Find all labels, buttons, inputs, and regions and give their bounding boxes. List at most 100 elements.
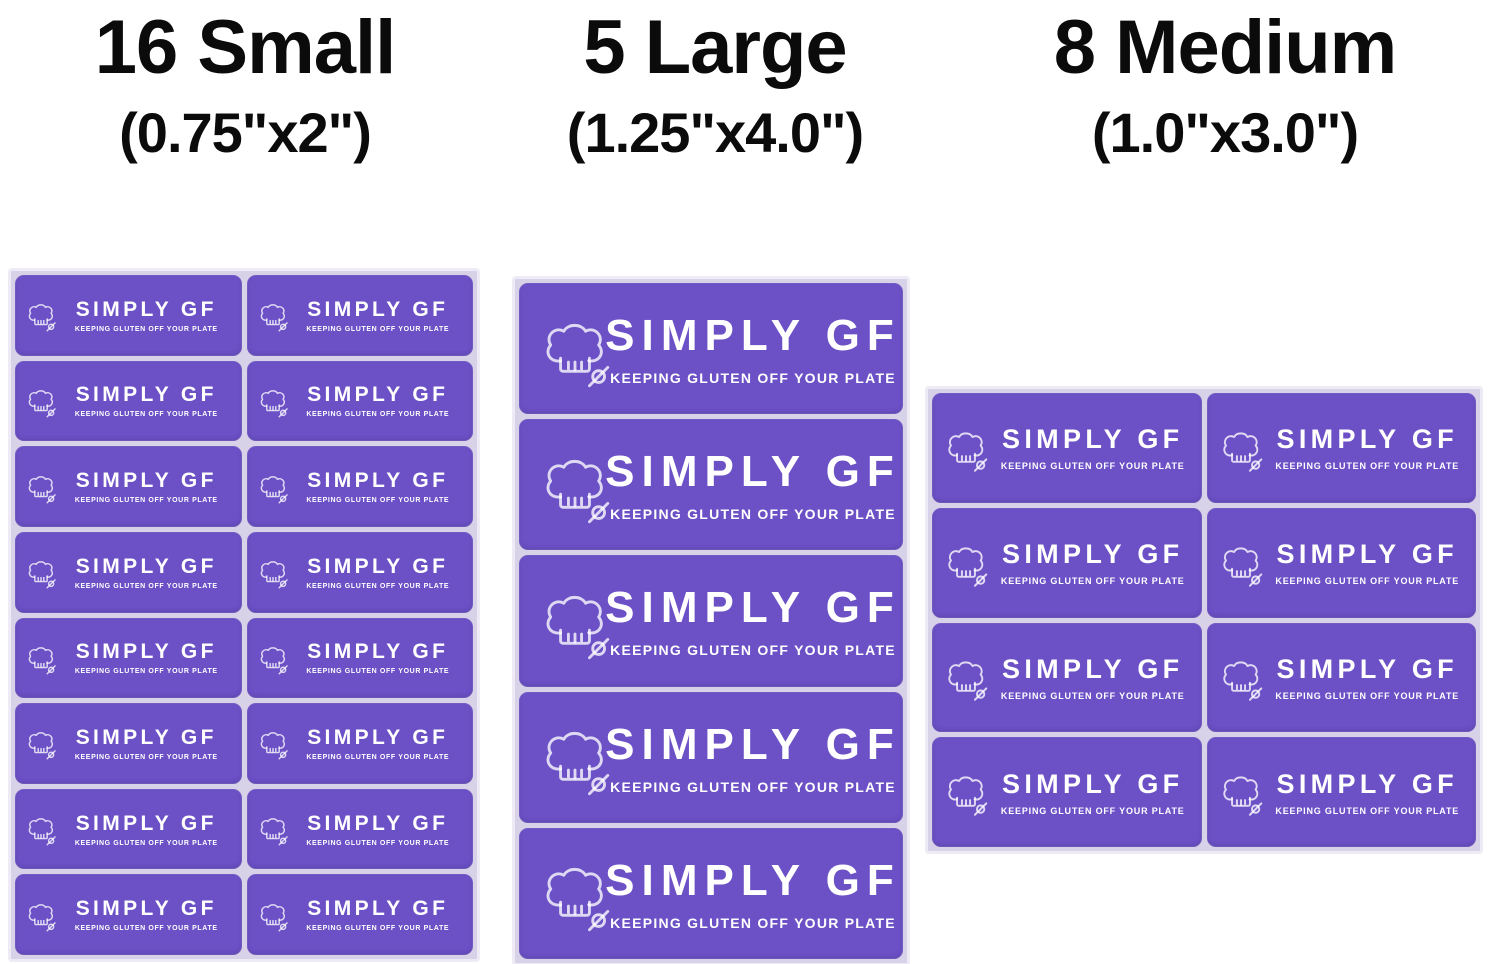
chef-hat-icon — [255, 897, 291, 933]
header-medium-count: 8 Medium (1.0"x3.0") — [980, 10, 1470, 165]
sheet-large: SIMPLY GF KEEPING GLUTEN OFF YOUR PLATE SI… — [512, 276, 910, 964]
sticker-text: SIMPLY GF KEEPING GLUTEN OFF YOUR PLATE — [992, 424, 1194, 471]
sticker-text: SIMPLY GF KEEPING GLUTEN OFF YOUR PLATE — [291, 298, 466, 333]
brand-text: SIMPLY GF — [307, 554, 449, 578]
chef-hat-icon — [255, 640, 291, 676]
header-large-count: 5 Large (1.25"x4.0") — [490, 10, 940, 165]
sticker-label-large: SIMPLY GF KEEPING GLUTEN OFF YOUR PLATE — [519, 691, 903, 823]
sticker-text: SIMPLY GF KEEPING GLUTEN OFF YOUR PLATE — [1267, 654, 1469, 701]
brand-text: SIMPLY GF — [1002, 768, 1184, 799]
brand-text: SIMPLY GF — [605, 447, 901, 497]
tagline-text: KEEPING GLUTEN OFF YOUR PLATE — [610, 914, 896, 931]
tagline-text: KEEPING GLUTEN OFF YOUR PLATE — [610, 370, 896, 387]
sticker-text: SIMPLY GF KEEPING GLUTEN OFF YOUR PLATE — [291, 640, 466, 675]
brand-text: SIMPLY GF — [75, 725, 217, 749]
sticker-text: SIMPLY GF KEEPING GLUTEN OFF YOUR PLATE — [59, 383, 234, 418]
large-count-title: 5 Large — [583, 5, 847, 90]
chef-hat-icon — [255, 725, 291, 761]
sticker-label-small: SIMPLY GF KEEPING GLUTEN OFF YOUR PLATE — [246, 874, 473, 955]
sticker-label-small: SIMPLY GF KEEPING GLUTEN OFF YOUR PLATE — [246, 531, 473, 613]
tagline-text: KEEPING GLUTEN OFF YOUR PLATE — [306, 325, 450, 333]
sticker-label-small: SIMPLY GF KEEPING GLUTEN OFF YOUR PLATE — [15, 617, 242, 699]
sticker-label-medium: SIMPLY GF KEEPING GLUTEN OFF YOUR PLATE — [1206, 737, 1476, 847]
brand-text: SIMPLY GF — [1276, 768, 1458, 799]
tagline-text: KEEPING GLUTEN OFF YOUR PLATE — [306, 753, 450, 761]
sticker-text: SIMPLY GF KEEPING GLUTEN OFF YOUR PLATE — [291, 469, 466, 504]
brand-text: SIMPLY GF — [307, 297, 449, 321]
tagline-text: KEEPING GLUTEN OFF YOUR PLATE — [306, 582, 450, 590]
chef-hat-icon — [940, 651, 992, 703]
tagline-text: KEEPING GLUTEN OFF YOUR PLATE — [74, 325, 218, 333]
sticker-text: SIMPLY GF KEEPING GLUTEN OFF YOUR PLATE — [605, 447, 894, 522]
chef-hat-icon — [1215, 651, 1267, 703]
chef-hat-icon — [1215, 766, 1267, 818]
sticker-text: SIMPLY GF KEEPING GLUTEN OFF YOUR PLATE — [1267, 424, 1469, 471]
tagline-text: KEEPING GLUTEN OFF YOUR PLATE — [1275, 805, 1460, 816]
tagline-text: KEEPING GLUTEN OFF YOUR PLATE — [74, 582, 218, 590]
sticker-label-large: SIMPLY GF KEEPING GLUTEN OFF YOUR PLATE — [519, 555, 903, 687]
chef-hat-icon — [1215, 537, 1267, 589]
sticker-label-small: SIMPLY GF KEEPING GLUTEN OFF YOUR PLATE — [15, 360, 242, 442]
sticker-text: SIMPLY GF KEEPING GLUTEN OFF YOUR PLATE — [291, 726, 466, 761]
sticker-label-small: SIMPLY GF KEEPING GLUTEN OFF YOUR PLATE — [15, 531, 242, 613]
sticker-text: SIMPLY GF KEEPING GLUTEN OFF YOUR PLATE — [605, 583, 894, 658]
sticker-text: SIMPLY GF KEEPING GLUTEN OFF YOUR PLATE — [59, 298, 234, 333]
chef-hat-icon — [940, 766, 992, 818]
sticker-text: SIMPLY GF KEEPING GLUTEN OFF YOUR PLATE — [605, 311, 894, 386]
sticker-label-medium: SIMPLY GF KEEPING GLUTEN OFF YOUR PLATE — [932, 507, 1202, 618]
sticker-text: SIMPLY GF KEEPING GLUTEN OFF YOUR PLATE — [992, 769, 1194, 816]
sticker-label-medium: SIMPLY GF KEEPING GLUTEN OFF YOUR PLATE — [1206, 393, 1476, 503]
brand-text: SIMPLY GF — [1276, 653, 1458, 684]
sticker-label-medium: SIMPLY GF KEEPING GLUTEN OFF YOUR PLATE — [932, 622, 1202, 733]
tagline-text: KEEPING GLUTEN OFF YOUR PLATE — [610, 778, 896, 795]
brand-text: SIMPLY GF — [307, 469, 449, 493]
sticker-label-medium: SIMPLY GF KEEPING GLUTEN OFF YOUR PLATE — [932, 737, 1202, 847]
brand-text: SIMPLY GF — [605, 311, 901, 361]
chef-hat-icon — [255, 811, 291, 847]
sticker-label-small: SIMPLY GF KEEPING GLUTEN OFF YOUR PLATE — [246, 617, 473, 699]
small-count-title: 16 Small — [94, 5, 396, 90]
tagline-text: KEEPING GLUTEN OFF YOUR PLATE — [74, 753, 218, 761]
chef-hat-icon — [533, 307, 617, 391]
brand-text: SIMPLY GF — [1276, 424, 1458, 455]
tagline-text: KEEPING GLUTEN OFF YOUR PLATE — [1275, 690, 1460, 701]
sticker-text: SIMPLY GF KEEPING GLUTEN OFF YOUR PLATE — [59, 640, 234, 675]
sticker-label-small: SIMPLY GF KEEPING GLUTEN OFF YOUR PLATE — [246, 360, 473, 442]
chef-hat-icon — [23, 383, 59, 419]
tagline-text: KEEPING GLUTEN OFF YOUR PLATE — [610, 506, 896, 523]
sticker-label-small: SIMPLY GF KEEPING GLUTEN OFF YOUR PLATE — [15, 788, 242, 870]
tagline-text: KEEPING GLUTEN OFF YOUR PLATE — [1275, 461, 1460, 472]
chef-hat-icon — [23, 640, 59, 676]
sheet-small: SIMPLY GF KEEPING GLUTEN OFF YOUR PLATE SI… — [8, 268, 480, 962]
sticker-label-small: SIMPLY GF KEEPING GLUTEN OFF YOUR PLATE — [246, 703, 473, 784]
sticker-label-small: SIMPLY GF KEEPING GLUTEN OFF YOUR PLATE — [15, 275, 242, 356]
sticker-label-large: SIMPLY GF KEEPING GLUTEN OFF YOUR PLATE — [519, 827, 903, 959]
brand-text: SIMPLY GF — [307, 383, 449, 407]
sticker-label-large: SIMPLY GF KEEPING GLUTEN OFF YOUR PLATE — [519, 283, 903, 415]
tagline-text: KEEPING GLUTEN OFF YOUR PLATE — [306, 839, 450, 847]
brand-text: SIMPLY GF — [75, 297, 217, 321]
sticker-label-small: SIMPLY GF KEEPING GLUTEN OFF YOUR PLATE — [15, 703, 242, 784]
chef-hat-icon — [255, 554, 291, 590]
sticker-label-medium: SIMPLY GF KEEPING GLUTEN OFF YOUR PLATE — [1206, 507, 1476, 618]
sticker-text: SIMPLY GF KEEPING GLUTEN OFF YOUR PLATE — [1267, 539, 1469, 586]
chef-hat-icon — [1215, 422, 1267, 474]
sticker-text: SIMPLY GF KEEPING GLUTEN OFF YOUR PLATE — [59, 469, 234, 504]
tagline-text: KEEPING GLUTEN OFF YOUR PLATE — [74, 668, 218, 676]
sticker-text: SIMPLY GF KEEPING GLUTEN OFF YOUR PLATE — [59, 812, 234, 847]
sticker-text: SIMPLY GF KEEPING GLUTEN OFF YOUR PLATE — [59, 555, 234, 590]
chef-hat-icon — [23, 469, 59, 505]
chef-hat-icon — [533, 443, 617, 527]
header-small-count: 16 Small (0.75"x2") — [25, 10, 465, 165]
brand-text: SIMPLY GF — [1002, 424, 1184, 455]
sticker-text: SIMPLY GF KEEPING GLUTEN OFF YOUR PLATE — [291, 555, 466, 590]
sticker-text: SIMPLY GF KEEPING GLUTEN OFF YOUR PLATE — [291, 812, 466, 847]
sticker-text: SIMPLY GF KEEPING GLUTEN OFF YOUR PLATE — [291, 383, 466, 418]
sticker-text: SIMPLY GF KEEPING GLUTEN OFF YOUR PLATE — [1267, 769, 1469, 816]
brand-text: SIMPLY GF — [307, 640, 449, 664]
tagline-text: KEEPING GLUTEN OFF YOUR PLATE — [74, 839, 218, 847]
large-size-text: (1.25"x4.0") — [566, 101, 864, 164]
sticker-text: SIMPLY GF KEEPING GLUTEN OFF YOUR PLATE — [992, 539, 1194, 586]
chef-hat-icon — [940, 422, 992, 474]
